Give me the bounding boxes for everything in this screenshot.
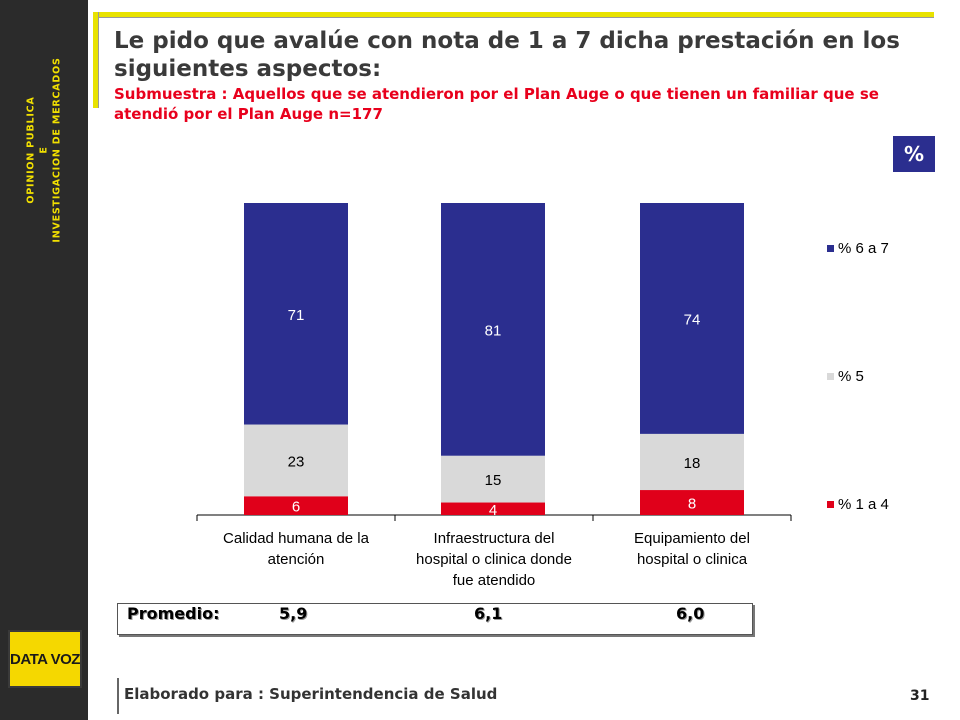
category-label: atención [268,551,325,568]
bar-segment [244,496,348,515]
legend-swatch [827,245,834,252]
page-number: 31 [910,688,930,704]
category-label: Infraestructura del [434,530,555,547]
sidebar: OPINION PUBLICA E INVESTIGACION DE MERCA… [0,0,88,720]
bar-segment [244,203,348,425]
footer-text: Elaborado para : Superintendencia de Sal… [124,685,498,703]
data-label: 18 [684,455,701,472]
data-label: 81 [485,322,502,339]
header-accent-bar [93,12,934,18]
bar-segment [640,490,744,515]
percent-badge: % [893,136,935,172]
bar-segment [244,424,348,497]
data-label: 6 [292,499,300,516]
logo-text: DATA VOZ [10,650,80,668]
category-label: fue atendido [453,572,536,589]
legend-label: % 6 a 7 [838,240,889,257]
legend-label: % 1 a 4 [838,496,889,513]
bar-segment [441,455,545,503]
data-label: 71 [288,307,305,324]
data-label: 15 [485,472,502,489]
legend-swatch [827,501,834,508]
bar-segment [640,433,744,491]
promedio-value-3: 6,0 [676,604,705,623]
datavoz-logo: DATA VOZ [8,630,82,688]
category-label: hospital o clinica [637,551,748,568]
data-label: 4 [489,502,497,519]
header-accent-bar-vertical [93,12,99,108]
category-label: Equipamiento del [634,530,750,547]
page-title: Le pido que avalúe con nota de 1 a 7 dic… [114,28,900,82]
legend-swatch [827,373,834,380]
promedio-box [117,603,753,635]
data-label: 8 [688,496,696,513]
category-label: hospital o clinica donde [416,551,572,568]
bar-segment [640,203,744,434]
footer-divider [117,678,119,714]
data-label: 74 [684,311,701,328]
legend-label: % 5 [838,368,864,385]
category-label: Calidad humana de la [223,530,370,547]
promedio-value-1: 5,9 [279,604,308,623]
bar-segment [441,203,545,456]
promedio-label: Promedio: [127,604,220,623]
data-label: 23 [288,453,305,470]
promedio-value-2: 6,1 [474,604,503,623]
page-subtitle: Submuestra : Aquellos que se atendieron … [114,85,879,123]
bar-segment [441,502,545,515]
